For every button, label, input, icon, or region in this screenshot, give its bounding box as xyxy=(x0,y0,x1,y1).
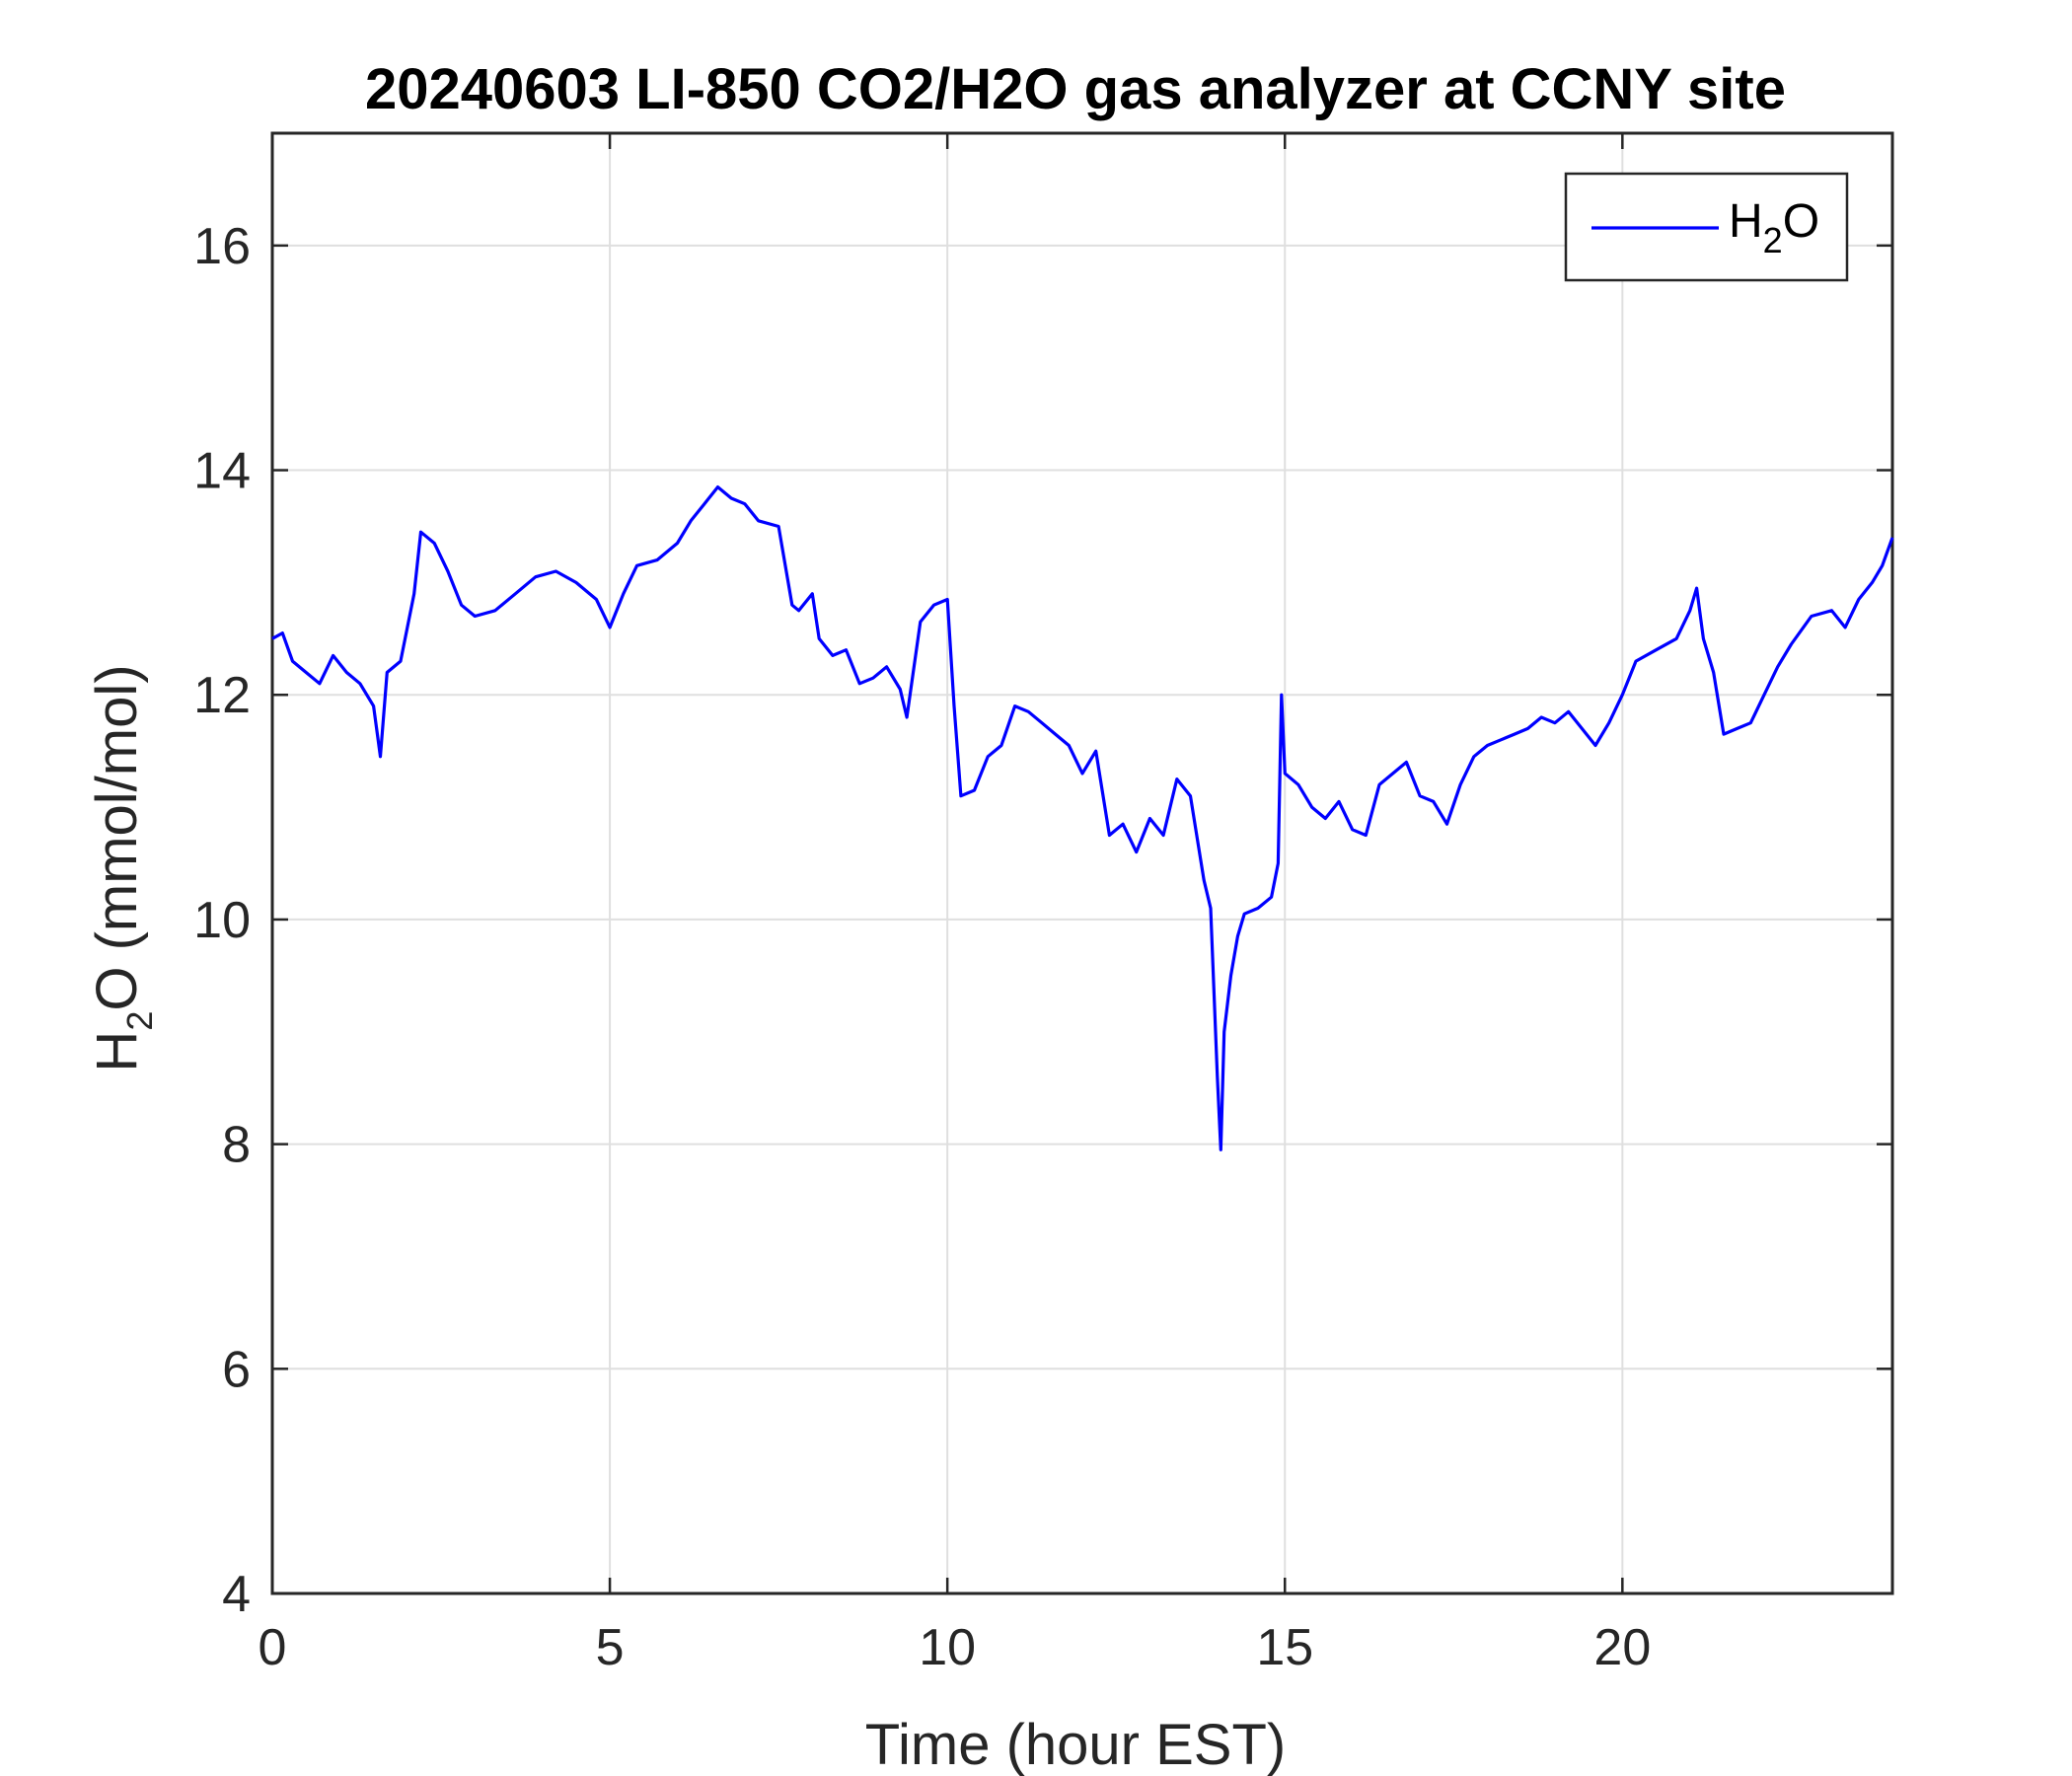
x-tick-label: 15 xyxy=(1256,1619,1313,1676)
grid-lines xyxy=(271,133,1892,1594)
legend-series-label: H2O xyxy=(1729,195,1819,260)
y-tick-label: 14 xyxy=(193,443,251,500)
y-axis-label-pre: H xyxy=(85,1031,149,1073)
y-tick-label: 4 xyxy=(222,1566,251,1623)
y-axis-label-sub: 2 xyxy=(119,1011,160,1031)
y-axis-label-post: O (mmol/mol) xyxy=(85,664,149,1010)
y-axis-label: H2O (mmol/mol) xyxy=(85,664,160,1072)
y-tick-label: 10 xyxy=(193,892,251,949)
y-tick-label: 6 xyxy=(222,1341,251,1398)
x-tick-label: 0 xyxy=(259,1619,287,1676)
y-tick-label: 12 xyxy=(193,667,251,724)
x-tick-label: 10 xyxy=(919,1619,976,1676)
legend-label-sub: 2 xyxy=(1763,220,1783,260)
legend-label-post: O xyxy=(1783,195,1819,248)
y-tick-label: 8 xyxy=(222,1117,251,1174)
x-tick-label: 5 xyxy=(596,1619,625,1676)
y-tick-label: 16 xyxy=(193,218,251,275)
legend-label-pre: H xyxy=(1729,195,1763,248)
legend: H2O xyxy=(1564,172,1849,282)
x-axis-label: Time (hour EST) xyxy=(865,1713,1286,1776)
x-tick-label: 20 xyxy=(1593,1619,1651,1676)
h2o-series-line xyxy=(271,485,1894,1151)
y-ticks: 4 6 8 10 12 14 16 xyxy=(193,218,1892,1623)
plot-area-frame xyxy=(270,131,1894,1595)
x-ticks: 0 5 10 15 20 xyxy=(259,133,1651,1676)
chart-title: 20240603 LI-850 CO2/H2O gas analyzer at … xyxy=(365,57,1786,121)
